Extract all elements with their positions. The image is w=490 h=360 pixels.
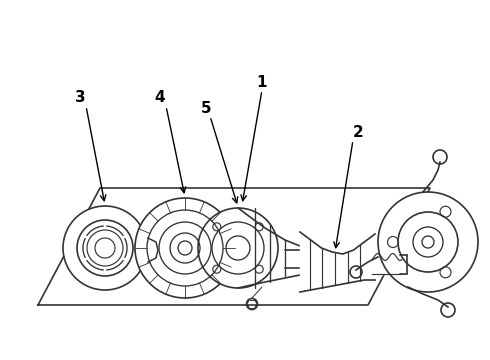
Text: 3: 3 xyxy=(74,90,85,105)
Text: 4: 4 xyxy=(155,90,165,105)
Circle shape xyxy=(135,198,235,298)
Circle shape xyxy=(63,206,147,290)
Circle shape xyxy=(198,208,278,288)
Text: 1: 1 xyxy=(257,75,267,90)
Circle shape xyxy=(378,192,478,292)
Text: 2: 2 xyxy=(353,125,364,140)
Text: 5: 5 xyxy=(201,100,211,116)
